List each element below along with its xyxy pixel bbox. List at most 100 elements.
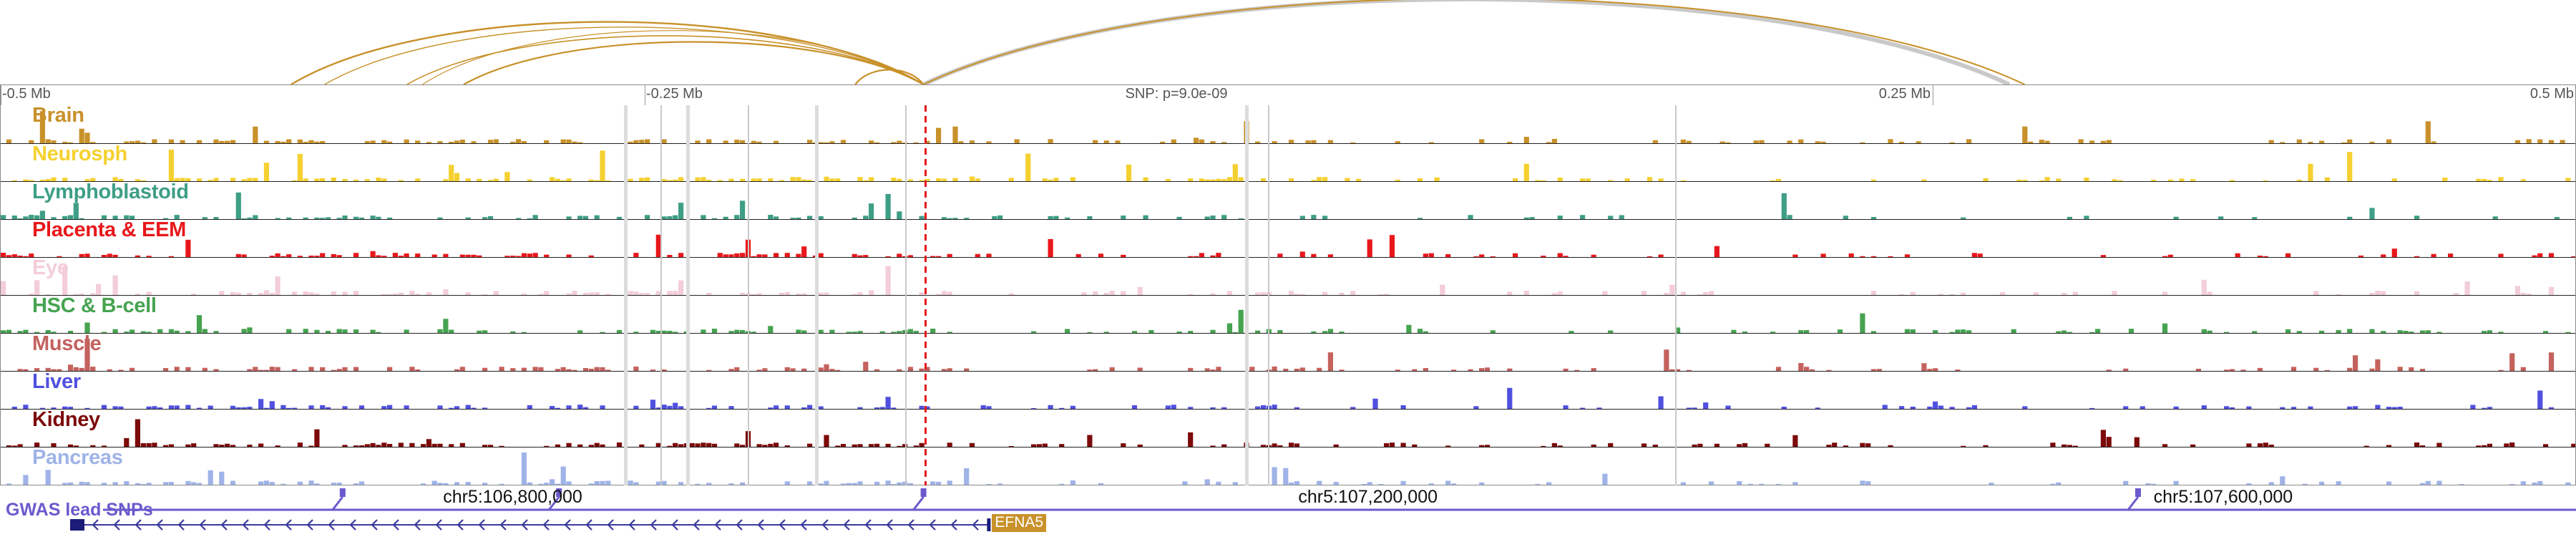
track-signal-profile [6,419,2575,447]
gene-strand-arrow [542,519,550,531]
gene-strand-arrow [736,519,743,531]
gene-strand-arrow [693,519,700,531]
gene-exon-block[interactable] [70,519,84,531]
track-label-neurosph: Neurosph [32,143,127,165]
gene-strand-arrow [950,519,957,531]
track-signal-profile [1,266,2555,295]
gwas-lead-snp-marker[interactable] [920,488,927,497]
gene-strand-arrow [392,519,399,531]
ruler-tick-label: -0.5 Mb [2,86,51,102]
signal-track[interactable]: Lymphoblastoid [1,181,2575,219]
track-signal-profile [17,339,2555,371]
gene-strand-arrow [800,519,807,531]
gene-strand-arrow [414,519,421,531]
chromatin-loop-arc[interactable] [922,0,2011,84]
gene-strand-arrow [929,519,936,531]
gwas-lead-snps-track[interactable] [0,485,2576,517]
annotation-panel: GWAS lead SNPs chr5:106,800,000 chr5:107,… [0,485,2576,537]
track-label-pancreas: Pancreas [32,447,123,469]
chromatin-loop-arc[interactable] [854,69,924,84]
chromatin-loop-arc[interactable] [291,21,924,84]
track-label-lymphoblastoid: Lymphoblastoid [32,181,189,203]
genomic-coordinate-label: chr5:107,600,000 [2153,487,2293,507]
gene-strand-arrow [886,519,893,531]
signal-track[interactable]: Kidney [1,409,2575,447]
genomic-coordinate-label: chr5:106,800,000 [443,487,582,507]
signal-track[interactable]: Liver [1,371,2575,409]
chromatin-loop-arc[interactable] [422,30,924,84]
gene-strand-arrow [457,519,464,531]
gwas-lead-snp-marker[interactable] [2135,488,2141,497]
gene-strand-arrow [349,519,356,531]
track-label-muscle: Muscle [32,333,102,355]
gene-strand-arrow [628,519,635,531]
gene-strand-arrow [177,519,185,531]
gene-strand-arrow [757,519,764,531]
track-signal-profile [1,234,2575,257]
gene-strand-arrow [435,519,442,531]
signal-track[interactable]: Placenta & EEM [1,219,2575,257]
signal-track[interactable]: Eye [1,257,2575,295]
gene-strand-arrow [585,519,592,531]
gene-strand-arrow [92,519,99,531]
gene-strand-arrow [671,519,678,531]
snp-pvalue-annotation: SNP: p=9.0e-09 [1125,86,1228,102]
track-signal-profile [6,111,2565,143]
tracks-host: Brain Neurosph Lymphoblastoid Placenta & EE… [1,105,2575,485]
gene-strand-arrow [135,519,142,531]
gene-strand-arrow [285,519,292,531]
gene-strand-arrow [521,519,528,531]
gene-name-label[interactable]: EFNA5 [992,514,1047,533]
signal-track[interactable]: Muscle [1,333,2575,371]
track-signal-profile [1,309,2571,333]
track-signal-profile [6,453,2571,485]
track-signal-profile [1,192,2560,219]
track-signal-profile [11,387,2555,409]
track-label-placenta-eem: Placenta & EEM [32,219,186,241]
gene-strand-arrow [821,519,829,531]
gene-strand-arrow [650,519,657,531]
signal-track-container: -0.5 Mb -0.25 Mb 0.25 Mb 0.5 Mb SNP: p=9.0e-… [0,84,2576,485]
gene-strand-arrow [843,519,850,531]
gene-annotation-track[interactable] [0,513,2576,537]
chromatin-loop-arc[interactable] [406,35,924,84]
chromatin-loop-arc-panel [0,0,2576,84]
gene-strand-arrow [328,519,335,531]
gene-strand-arrow [199,519,206,531]
gene-strand-arrow [242,519,249,531]
track-label-eye: Eye [32,257,69,279]
signal-track[interactable]: Pancreas [1,447,2575,485]
gene-strand-arrow [156,519,163,531]
gene-strand-arrow [478,519,485,531]
coordinate-ruler[interactable]: -0.5 Mb -0.25 Mb 0.25 Mb 0.5 Mb SNP: p=9.0e-… [1,85,2575,105]
chromatin-loop-arc[interactable] [324,26,924,84]
ruler-tick-label: -0.25 Mb [646,86,703,102]
track-label-liver: Liver [32,371,81,393]
gene-strand-arrow [113,519,120,531]
gene-strand-arrow [306,519,313,531]
gene-strand-arrow [907,519,914,531]
gwas-lead-snp-marker[interactable] [556,488,562,497]
gene-strand-arrow [714,519,721,531]
gene-strand-arrow [371,519,378,531]
signal-track[interactable]: Brain [1,105,2575,143]
signal-track[interactable]: HSC & B-cell [1,295,2575,333]
chromatin-loop-arc[interactable] [923,0,2026,84]
gene-strand-arrow [220,519,228,531]
ruler-tick-label: 0.25 Mb [1878,86,1931,102]
track-signal-profile [11,150,2571,181]
gene-strand-arrow [864,519,872,531]
ruler-tick-label: 0.5 Mb [2529,86,2574,102]
track-label-kidney: Kidney [32,409,100,431]
chromatin-loop-arc[interactable] [463,41,924,84]
genomic-coordinate-label: chr5:107,200,000 [1298,487,1438,507]
gene-strand-arrow [779,519,786,531]
gene-strand-arrow [607,519,614,531]
signal-track[interactable]: Neurosph [1,143,2575,181]
arc-svg [291,0,2026,84]
gene-strand-arrow [263,519,270,531]
gwas-lead-snp-marker[interactable] [339,488,346,497]
gene-strand-arrow [564,519,571,531]
gene-strand-arrow [972,519,979,531]
